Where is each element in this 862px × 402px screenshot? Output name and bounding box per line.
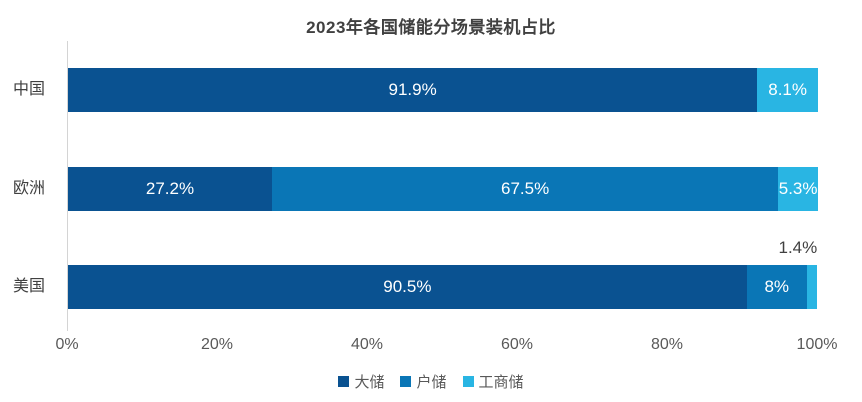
legend-swatch: [462, 376, 474, 387]
x-tick-label: 0%: [55, 336, 79, 353]
legend-item: 大储: [338, 371, 384, 392]
x-tick-label: 40%: [350, 336, 384, 353]
data-label: 27.2%: [145, 179, 195, 198]
x-tick-label: 100%: [796, 336, 838, 353]
bar-segment: 91.9%: [68, 68, 758, 112]
chart-title: 2023年各国储能分场景装机占比: [306, 18, 556, 37]
legend-label: 工商储: [478, 375, 524, 391]
bar-row: 美国 90.5% 8% 1.4%: [13, 238, 818, 309]
data-label-outside: 1.4%: [778, 238, 818, 257]
legend-swatch: [400, 376, 412, 387]
data-label: 90.5%: [383, 277, 432, 296]
bar-segment: 5.3%: [778, 167, 818, 211]
data-label: 5.3%: [778, 179, 818, 198]
x-axis: 0% 20% 40% 60% 80% 100%: [55, 336, 837, 358]
data-label: 8%: [764, 277, 790, 296]
bar-row: 中国 91.9% 8.1%: [13, 68, 818, 112]
bar-segment: 8%: [746, 265, 807, 309]
x-tick-label: 80%: [650, 336, 684, 353]
x-tick-label: 20%: [200, 336, 234, 353]
bar-row: 欧洲 27.2% 67.5% 5.3%: [13, 167, 818, 211]
data-label: 8.1%: [768, 80, 807, 99]
data-label: 67.5%: [501, 179, 550, 198]
bar-segment: 8.1%: [757, 68, 818, 112]
bar-segment: 67.5%: [272, 167, 779, 211]
data-label: 91.9%: [388, 80, 437, 99]
plot-area: 中国 91.9% 8.1% 欧洲 27.2% 67.5% 5.3% 美国 90.5% 8% 1.4%: [13, 41, 818, 331]
legend-label: 户储: [416, 375, 447, 391]
legend-item: 工商储: [462, 371, 524, 392]
bar-segment: 27.2%: [68, 167, 272, 211]
x-tick-label: 60%: [500, 336, 534, 353]
legend-label: 大储: [354, 375, 385, 391]
legend-swatch: [338, 376, 350, 387]
bar-segment: 90.5%: [68, 265, 747, 309]
legend-item: 户储: [400, 371, 447, 392]
legend: 大储 户储 工商储: [0, 371, 862, 392]
bar-segment: [806, 265, 818, 309]
category-label: 美国: [12, 278, 45, 295]
category-label: 中国: [12, 81, 45, 98]
y-axis-line: [67, 41, 68, 331]
category-label: 欧洲: [12, 180, 45, 197]
